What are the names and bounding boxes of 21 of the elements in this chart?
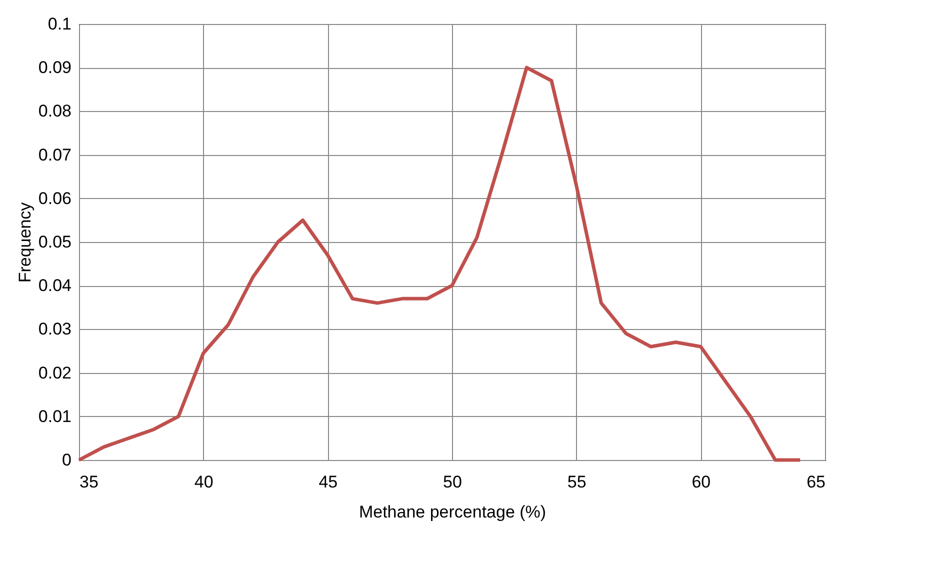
y-tick-label: 0.04 [38,276,72,296]
y-tick-label: 0.03 [38,320,72,339]
x-tick-label: 35 [80,472,98,492]
x-tick-label: 60 [692,472,711,492]
y-tick-label: 0.07 [38,145,72,164]
x-axis-title: Methane percentage (%) [358,502,546,522]
y-tick-label: 0.09 [38,58,72,78]
y-tick-label: 0.06 [38,188,72,208]
x-tick-label: 45 [318,472,338,492]
y-tick-label: 0.1 [48,14,72,34]
y-tick-label: 0.08 [38,102,72,121]
x-tick-label: 65 [806,472,826,492]
y-axis-title: Frequency [15,202,34,283]
y-tick-label: 0.02 [38,363,72,382]
y-tick-label: 0.01 [38,406,72,426]
x-tick-label: 55 [567,472,586,492]
x-tick-label: 40 [194,472,214,492]
y-tick-label: 0.05 [38,232,72,252]
x-tick-label: 50 [443,472,462,492]
y-tick-label: 0 [62,450,72,470]
line-series [77,66,802,462]
